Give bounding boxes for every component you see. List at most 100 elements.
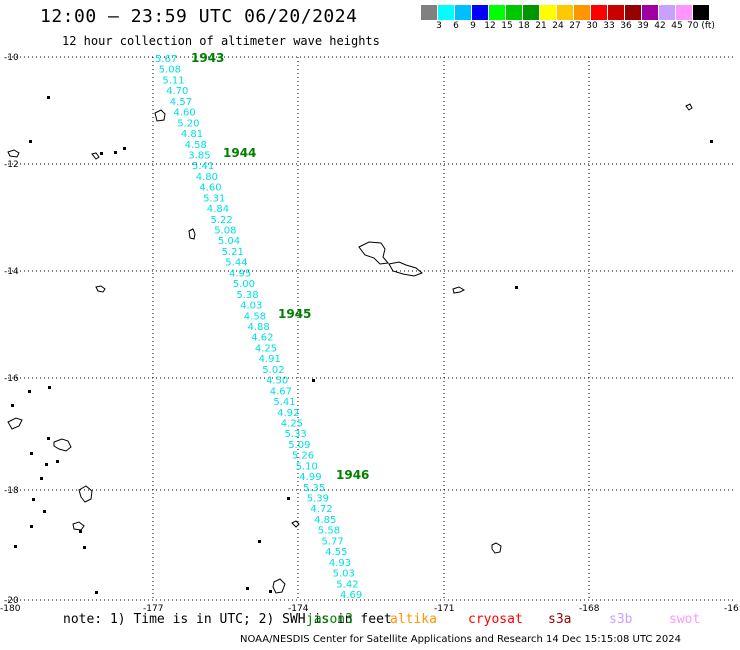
legend-swatch xyxy=(608,5,625,20)
wave-height-label: 4.69 xyxy=(340,590,362,601)
legend-swatch xyxy=(540,5,557,20)
wave-height-label: 5.20 xyxy=(177,118,199,129)
wave-height-label: 4.62 xyxy=(251,333,273,344)
island-outline xyxy=(388,261,423,277)
island-outline xyxy=(154,109,166,122)
wave-height-label: 4.03 xyxy=(240,301,262,312)
island-dot xyxy=(123,147,126,150)
y-axis-label: -10 xyxy=(4,53,19,63)
x-axis-label: -16 xyxy=(724,604,739,614)
wave-height-label: 4.55 xyxy=(325,547,347,558)
legend-swatch xyxy=(455,5,472,20)
wave-height-label: 5.31 xyxy=(203,193,225,204)
wave-height-label: 5.00 xyxy=(233,279,255,290)
wave-height-label: 4.81 xyxy=(181,129,203,140)
wave-height-label: 5.41 xyxy=(192,161,214,172)
island-outline xyxy=(188,228,196,240)
wave-height-label: 5.41 xyxy=(273,397,295,408)
wave-height-label: 5.77 xyxy=(322,536,344,547)
mission-label-cryosat: cryosat xyxy=(468,612,523,627)
wave-height-label: 5.44 xyxy=(225,258,247,269)
satellite-track: 5.675.085.114.704.574.605.204.814.583.85… xyxy=(155,51,369,601)
island-outline xyxy=(491,542,502,554)
island-outline xyxy=(7,149,20,158)
legend-swatch xyxy=(523,5,540,20)
island-outlines xyxy=(7,103,693,594)
island-outline xyxy=(7,417,23,430)
legend-label: 39 xyxy=(637,21,649,31)
wave-height-label: 4.80 xyxy=(196,172,218,183)
time-marker-label: 1945 xyxy=(278,307,311,321)
y-axis-label: -14 xyxy=(4,267,19,277)
legend-swatch xyxy=(557,5,574,20)
island-dot xyxy=(79,530,82,533)
mission-label-altika: altika xyxy=(390,612,437,627)
x-axis-label: -168 xyxy=(579,604,600,614)
map-subtitle: 12 hour collection of altimeter wave hei… xyxy=(62,34,380,48)
wave-height-label: 4.72 xyxy=(310,504,332,515)
y-axis-label: -16 xyxy=(4,374,19,384)
legend-swatch xyxy=(574,5,591,20)
small-islands xyxy=(11,96,713,594)
x-axis-label: -180 xyxy=(0,604,21,614)
wave-height-label: 4.99 xyxy=(299,472,321,483)
wave-height-label: 4.60 xyxy=(174,108,196,119)
island-dot xyxy=(100,152,103,155)
island-dot xyxy=(83,546,86,549)
wave-height-label: 4.25 xyxy=(255,343,277,354)
axis-labels: -180 -177 -174 -171 -168 -16 -10 -12 -14 -16 -18 -2… xyxy=(0,53,739,614)
island-dot xyxy=(56,460,59,463)
island-dot xyxy=(40,477,43,480)
wave-height-label: 5.42 xyxy=(336,579,358,590)
time-marker-label: 1944 xyxy=(223,146,256,160)
island-outline xyxy=(78,485,93,503)
wave-height-label: 4.25 xyxy=(281,419,303,430)
legend-label: 21 xyxy=(535,21,547,31)
legend-swatch xyxy=(693,5,710,20)
legend-label: 45 xyxy=(671,21,683,31)
legend-label: 9 xyxy=(470,21,476,31)
wave-height-label: 5.08 xyxy=(214,226,236,237)
wave-height-label: 5.39 xyxy=(307,494,329,505)
wave-height-label: 4.60 xyxy=(199,183,221,194)
credit-line: NOAA/NESDIS Center for Satellite Applica… xyxy=(240,634,682,645)
wave-height-label: 5.22 xyxy=(211,215,233,226)
wave-height-label: 4.92 xyxy=(277,408,299,419)
wave-height-label: 5.67 xyxy=(155,54,177,65)
legend-label: 15 xyxy=(501,21,513,31)
x-axis-label: -174 xyxy=(288,604,309,614)
legend-swatch xyxy=(421,5,438,20)
color-legend xyxy=(421,5,710,20)
island-dot xyxy=(269,590,272,593)
island-dot xyxy=(515,286,518,289)
wave-height-label: 5.09 xyxy=(288,440,310,451)
mission-label-s3a: s3a xyxy=(548,612,572,627)
legend-swatch xyxy=(591,5,608,20)
wave-height-label: 4.84 xyxy=(207,204,229,215)
legend-label: 42 xyxy=(654,21,666,31)
legend-swatch xyxy=(438,5,455,20)
island-dot xyxy=(29,140,32,143)
island-dot xyxy=(246,587,249,590)
legend-label: 30 xyxy=(586,21,598,31)
wave-height-label: 5.11 xyxy=(162,75,184,86)
wave-height-label: 5.26 xyxy=(292,451,314,462)
legend-swatch xyxy=(472,5,489,20)
island-dot xyxy=(312,379,315,382)
legend-label: 36 xyxy=(620,21,632,31)
island-outline xyxy=(685,103,693,111)
island-dot xyxy=(45,463,48,466)
time-marker-label: 1946 xyxy=(336,468,369,482)
wave-height-label: 5.08 xyxy=(159,65,181,76)
island-dot xyxy=(95,591,98,594)
wave-height-label: 5.10 xyxy=(296,461,318,472)
wave-height-label: 4.57 xyxy=(170,97,192,108)
wave-height-label: 5.04 xyxy=(218,236,240,247)
wave-height-label: 4.67 xyxy=(270,386,292,397)
legend-swatch xyxy=(506,5,523,20)
wave-height-label: 5.35 xyxy=(303,483,325,494)
legend-label: 3 xyxy=(436,21,442,31)
wave-height-label: 4.93 xyxy=(329,558,351,569)
wave-height-label: 4.95 xyxy=(229,268,251,279)
